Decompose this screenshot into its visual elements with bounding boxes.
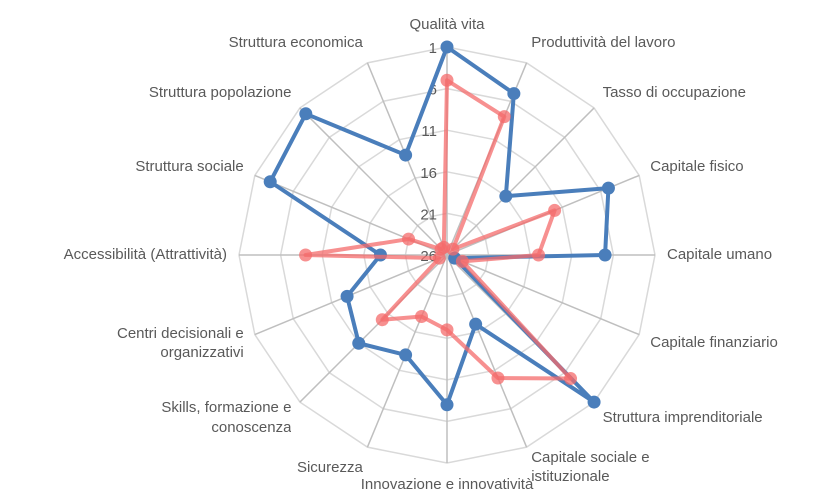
marker bbox=[402, 232, 416, 246]
category-label: Produttività del lavoro bbox=[531, 33, 676, 51]
category-label-box: Centri decisionali e organizzativi bbox=[117, 324, 244, 362]
category-label: Innovazione e innovatività bbox=[360, 476, 534, 493]
marker bbox=[548, 203, 562, 217]
category-label-box: Struttura economica bbox=[228, 33, 363, 51]
marker bbox=[440, 398, 454, 412]
spoke bbox=[446, 254, 640, 336]
y-tick-label: 6 bbox=[429, 82, 437, 99]
category-label: Accessibilità (Attrattività) bbox=[63, 246, 227, 264]
category-label: Capitale umano bbox=[667, 246, 773, 264]
category-label-box: Capitale finanziario bbox=[650, 334, 778, 352]
marker bbox=[263, 175, 277, 189]
category-label-box: Accessibilità (Attrattività) bbox=[63, 246, 227, 264]
y-tick-label: 21 bbox=[420, 206, 437, 223]
marker bbox=[455, 254, 469, 268]
marker bbox=[491, 371, 505, 385]
category-label: Capitale fisico bbox=[650, 158, 744, 176]
category-label-box: Struttura sociale bbox=[135, 158, 244, 176]
marker bbox=[499, 189, 513, 203]
category-label: Qualità vita bbox=[409, 16, 485, 34]
marker bbox=[399, 148, 413, 162]
marker bbox=[299, 248, 313, 262]
marker bbox=[564, 372, 578, 386]
marker bbox=[352, 336, 366, 350]
category-label: Struttura economica bbox=[228, 33, 363, 51]
category-label: Tasso di occupazione bbox=[602, 83, 746, 101]
marker bbox=[299, 107, 313, 121]
category-label: Capitale sociale e istituzionale bbox=[531, 448, 650, 486]
category-label-box: Struttura popolazione bbox=[148, 83, 292, 101]
category-label: Sicurezza bbox=[296, 458, 363, 476]
spoke bbox=[446, 107, 595, 256]
category-label-box: Sicurezza bbox=[296, 458, 363, 476]
category-label-box: Capitale fisico bbox=[650, 158, 744, 176]
category-label: Capitale finanziario bbox=[650, 334, 778, 352]
marker bbox=[415, 309, 429, 323]
marker bbox=[601, 181, 615, 195]
y-tick-label: 1 bbox=[429, 40, 437, 57]
marker bbox=[440, 323, 454, 337]
y-tick-label: 11 bbox=[421, 123, 437, 140]
category-label: Struttura popolazione bbox=[148, 83, 292, 101]
category-label: Struttura imprenditoriale bbox=[602, 408, 763, 426]
category-label-box: Capitale sociale e istituzionale bbox=[531, 448, 650, 486]
category-label: Skills, formazione e conoscenza bbox=[161, 399, 292, 436]
marker bbox=[399, 348, 413, 362]
marker bbox=[340, 289, 354, 303]
marker bbox=[440, 40, 454, 54]
y-tick-label: 16 bbox=[420, 165, 437, 182]
marker bbox=[587, 395, 601, 409]
marker bbox=[469, 317, 483, 331]
spoke bbox=[446, 254, 528, 448]
spoke bbox=[299, 254, 448, 403]
category-label-box: Produttività del lavoro bbox=[531, 33, 676, 51]
category-label: Centri decisionali e organizzativi bbox=[117, 324, 244, 362]
spoke bbox=[299, 107, 448, 256]
marker bbox=[440, 73, 454, 87]
marker bbox=[532, 248, 546, 262]
category-label-box: Struttura imprenditoriale bbox=[602, 408, 763, 426]
marker bbox=[507, 87, 521, 101]
category-label-box: Qualità vita bbox=[409, 16, 485, 34]
marker bbox=[598, 248, 612, 262]
marker bbox=[375, 313, 389, 327]
marker bbox=[437, 240, 451, 254]
category-label-box: Skills, formazione e conoscenza bbox=[161, 399, 292, 436]
marker bbox=[497, 110, 511, 124]
category-label-box: Capitale umano bbox=[667, 246, 773, 264]
category-label-box: Innovazione e innovatività bbox=[360, 476, 534, 493]
series-line bbox=[268, 45, 611, 407]
category-label-box: Tasso di occupazione bbox=[602, 83, 746, 101]
category-label: Struttura sociale bbox=[135, 158, 244, 176]
